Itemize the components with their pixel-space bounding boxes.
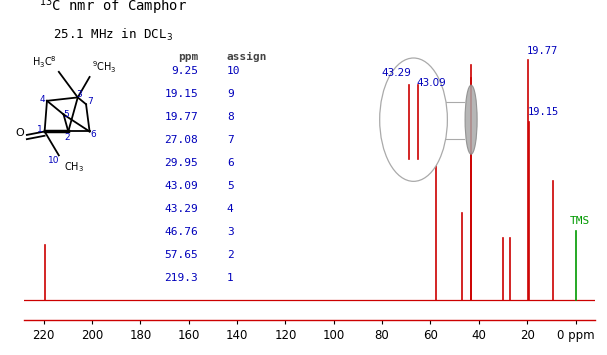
Text: $^9$CH$_3$: $^9$CH$_3$ (92, 60, 117, 75)
Text: 19.77: 19.77 (164, 112, 198, 122)
Text: 9.25: 9.25 (171, 66, 198, 76)
Text: 43.09: 43.09 (164, 181, 198, 191)
Text: 43.09: 43.09 (416, 78, 446, 88)
Ellipse shape (380, 58, 447, 181)
Text: O: O (16, 128, 24, 138)
Text: 7: 7 (227, 135, 234, 145)
Text: 57.65: 57.65 (164, 250, 198, 260)
Text: 19.15: 19.15 (528, 107, 559, 117)
Text: 43.29: 43.29 (382, 68, 412, 78)
Text: 10: 10 (227, 66, 240, 76)
Text: 219.3: 219.3 (164, 273, 198, 283)
Text: 8: 8 (227, 112, 234, 122)
Text: 2: 2 (64, 133, 70, 142)
Text: 1: 1 (227, 273, 234, 283)
Text: $^{13}$C nmr of Camphor: $^{13}$C nmr of Camphor (39, 0, 187, 17)
Text: 4: 4 (40, 95, 46, 104)
Text: 46.76: 46.76 (164, 227, 198, 237)
Text: 6: 6 (227, 158, 234, 168)
Text: 10: 10 (48, 156, 59, 165)
Text: 29.95: 29.95 (164, 158, 198, 168)
Text: 19.15: 19.15 (164, 89, 198, 99)
Text: 9: 9 (227, 89, 234, 99)
Text: TMS: TMS (569, 216, 590, 226)
Text: 3: 3 (76, 89, 82, 98)
Text: 2: 2 (227, 250, 234, 260)
Text: 25.1 MHz in DCL$_3$: 25.1 MHz in DCL$_3$ (53, 27, 172, 43)
Text: ppm: ppm (178, 52, 198, 62)
Text: 19.77: 19.77 (526, 45, 558, 55)
Text: 43.29: 43.29 (164, 204, 198, 214)
Text: 3: 3 (227, 227, 234, 237)
Text: 7: 7 (87, 97, 93, 106)
Text: 27.08: 27.08 (164, 135, 198, 145)
Text: 5: 5 (227, 181, 234, 191)
Text: 6: 6 (90, 130, 96, 140)
Text: 1: 1 (37, 125, 42, 134)
Text: 4: 4 (227, 204, 234, 214)
Text: assign: assign (227, 52, 267, 62)
Text: CH$_3$: CH$_3$ (64, 160, 84, 174)
Text: 5: 5 (63, 110, 69, 119)
Ellipse shape (465, 85, 477, 154)
Text: H$_3$C$^8$: H$_3$C$^8$ (32, 55, 56, 70)
